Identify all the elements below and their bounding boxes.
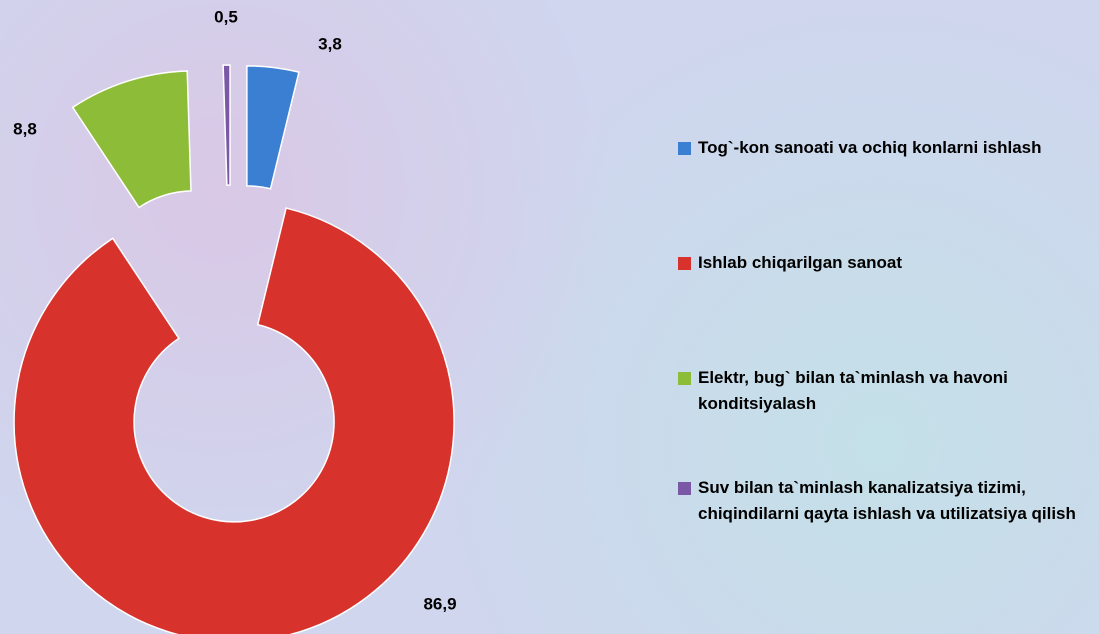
legend-label: Elektr, bug` bilan ta`minlash va havoni …: [698, 368, 1008, 413]
value-label: 86,9: [423, 594, 456, 613]
legend-swatch: [678, 142, 691, 155]
legend-swatch: [678, 482, 691, 495]
value-label: 8,8: [13, 119, 37, 138]
legend-label: Ishlab chiqarilgan sanoat: [698, 253, 903, 272]
legend-swatch: [678, 257, 691, 270]
legend-entry: Suv bilan ta`minlash kanalizatsiya tizim…: [678, 475, 1099, 527]
slice: [222, 64, 231, 186]
legend-entry: Tog`-kon sanoati va ochiq konlarni ishla…: [678, 135, 1099, 161]
slice: [13, 207, 455, 634]
value-label: 0,5: [214, 7, 238, 26]
legend-label: Suv bilan ta`minlash kanalizatsiya tizim…: [698, 478, 1076, 523]
legend-label: Tog`-kon sanoati va ochiq konlarni ishla…: [698, 138, 1042, 157]
legend-swatch: [678, 372, 691, 385]
legend-entry: Elektr, bug` bilan ta`minlash va havoni …: [678, 365, 1099, 417]
slice: [246, 65, 300, 190]
legend-entry: Ishlab chiqarilgan sanoat: [678, 250, 1099, 276]
value-label: 3,8: [318, 34, 342, 53]
slice: [71, 70, 192, 209]
